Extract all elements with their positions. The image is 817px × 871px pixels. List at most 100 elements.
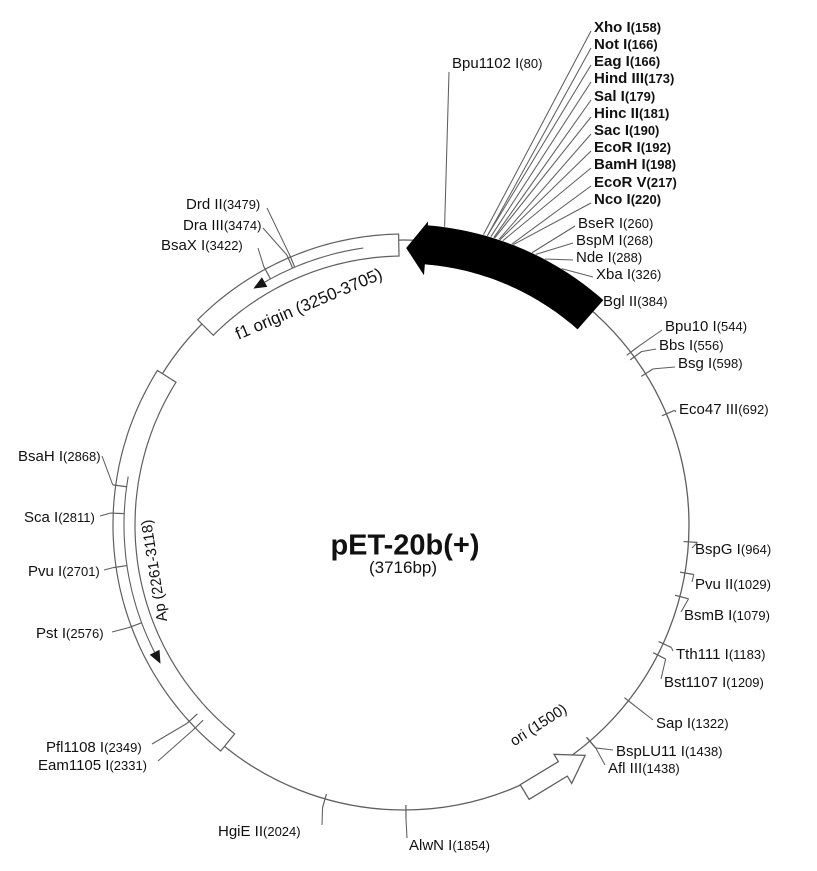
site-label-bser-i: BseR I(260) [578,215,653,232]
site-position-pst-i: (2576) [66,626,104,641]
site-position-pvu-ii: (1029) [733,577,771,592]
site-position-tth111-i: (1183) [729,647,766,662]
site-label-bsmb-i: BsmB I(1079) [684,607,770,624]
site-label-eag-i: Eag I(166) [594,53,660,70]
site-leader-ecor-v [511,185,592,245]
site-name-bsax-i: BsaX I [161,237,205,254]
site-leader-sac-i [498,133,592,240]
site-name-sac-i: Sac I [594,122,629,139]
site-leader-bspg-i [691,542,698,549]
site-leader-hinc-ii [494,116,592,239]
site-label-hinc-ii: Hinc II(181) [594,105,669,122]
ap-gene-arrow-head-icon [149,649,161,664]
site-leader-bsplu11-i [595,747,614,751]
site-position-ecor-v: (217) [647,175,677,190]
f1-origin-arrow [264,247,364,283]
site-name-xba-i: Xba I [596,266,631,283]
site-name-not-i: Not I [594,36,627,53]
site-leader-pfl1108-i [151,722,188,745]
site-tick-dra-iii [286,255,294,269]
site-leader-bsah-i [101,455,114,486]
site-position-eag-i: (166) [630,54,660,69]
site-name-bspg-i: BspG I [695,541,741,558]
site-leader-pvu-ii [691,574,695,583]
site-tick-sap-i [624,697,636,707]
site-label-ecor-v: EcoR V(217) [594,174,677,191]
site-position-bpu10-i: (544) [717,319,747,334]
site-label-afl-iii: Afl III(1438) [608,760,680,777]
site-position-bgl-ii: (384) [637,294,667,309]
site-tick-hgie-ii [321,793,328,808]
site-leader-hind-iii [490,81,592,238]
site-name-bser-i: BseR I [578,215,623,232]
site-tick-pvu-ii [679,571,694,576]
site-leader-bpu10-i [637,329,663,348]
site-position-pvu-i: (2701) [62,564,100,579]
site-position-bbs-i: (556) [693,338,723,353]
site-name-bpu10-i: Bpu10 I [665,318,717,335]
site-label-sac-i: Sac I(190) [594,122,659,139]
site-label-bamh-i: BamH I(198) [594,156,676,173]
site-leader-eam1105-i [157,729,194,762]
site-name-drd-ii: Drd II [186,196,223,213]
site-label-dra-iii: Dra III(3474) [183,217,261,234]
ap-gene-arrow [123,476,156,653]
site-label-pfl1108-i: Pfl1108 I(2349) [46,739,142,756]
site-name-bst1107-i: Bst1107 I [664,674,726,691]
site-leader-bamh-i [502,167,592,242]
site-leader-xho-i [482,30,592,235]
site-leader-not-i [486,47,592,237]
site-tick-pst-i [128,622,142,629]
site-name-sap-i: Sap I [656,715,691,732]
site-leader-bsmb-i [680,598,690,613]
site-name-eag-i: Eag I [594,53,630,70]
site-tick-bsah-i [112,484,127,488]
site-position-bsplu11-i: (1438) [685,744,723,759]
site-name-dra-iii: Dra III [183,217,224,234]
site-name-hinc-ii: Hinc II [594,105,639,122]
site-name-bsah-i: BsaH I [18,448,63,465]
site-leader-bsg-i [653,366,676,370]
ap-gene-band [112,369,236,752]
site-position-nde-i: (288) [612,250,642,265]
site-tick-tth111-i [658,641,672,648]
site-position-bser-i: (260) [623,216,653,231]
site-name-bbs-i: Bbs I [659,337,693,354]
site-name-hind-iii: Hind III [594,70,644,87]
site-position-bsg-i: (598) [712,356,742,371]
site-name-tth111-i: Tth111 I [676,646,729,663]
site-tick-bsax-i [263,266,271,280]
site-label-hind-iii: Hind III(173) [594,70,674,87]
site-name-pfl1108-i: Pfl1108 I [46,739,104,756]
site-name-bgl-ii: Bgl II [603,293,637,310]
site-name-pvu-ii: Pvu II [695,576,733,593]
site-position-sal-i: (179) [625,89,655,104]
site-leader-xba-i [561,268,594,278]
site-name-bpu1102-i: Bpu1102 I [452,55,519,72]
site-label-pvu-i: Pvu I(2701) [28,563,100,580]
site-position-pfl1108-i: (2349) [104,740,142,755]
site-tick-bspg-i [683,540,698,543]
site-tick-bbs-i [629,351,642,361]
expression-region-arrow [406,221,604,330]
site-position-bspm-i: (268) [623,233,653,248]
site-leader-hgie-ii [321,807,324,826]
site-position-alwn-i: (1854) [452,838,490,853]
site-leader-pst-i [111,627,129,633]
site-name-nco-i: Nco I [594,191,631,208]
site-name-bspm-i: BspM I [576,232,623,249]
site-position-not-i: (166) [627,37,657,52]
site-leader-bbs-i [641,348,657,353]
site-tick-pvu-i [113,564,128,569]
site-label-bspm-i: BspM I(268) [576,232,653,249]
site-label-sca-i: Sca I(2811) [24,509,95,526]
site-tick-bst1107-i [652,652,666,660]
site-label-bst1107-i: Bst1107 I(1209) [664,674,764,691]
site-position-sca-i: (2811) [58,510,95,525]
site-name-sal-i: Sal I [594,88,625,105]
site-position-xho-i: (158) [631,20,661,35]
site-label-bgl-ii: Bgl II(384) [603,293,668,310]
site-label-eam1105-i: Eam1105 I(2331) [38,757,147,774]
